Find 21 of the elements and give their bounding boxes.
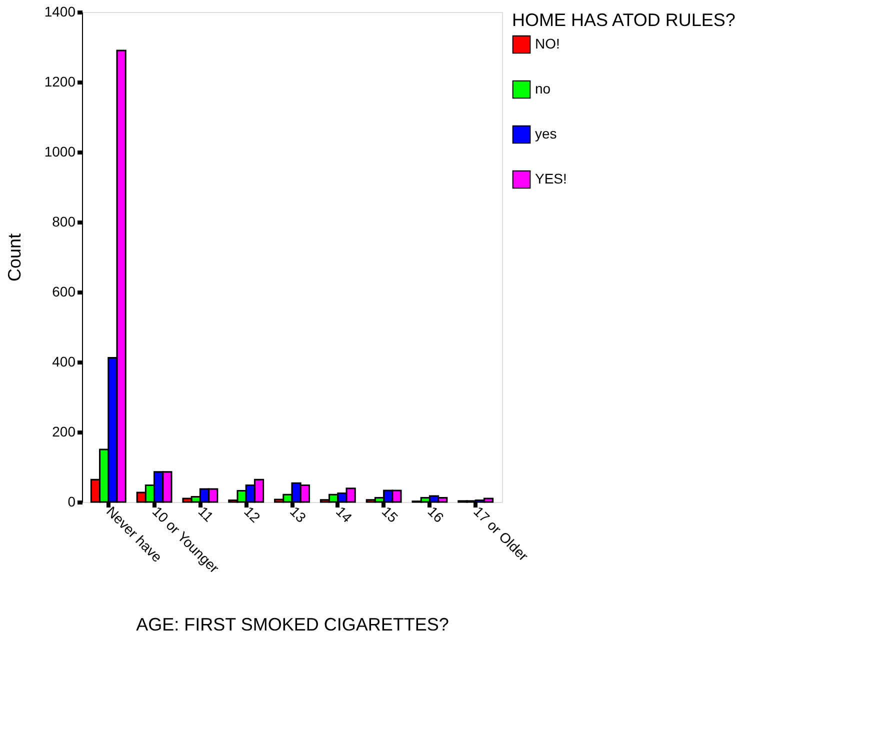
y-tick-label: 1400: [44, 4, 76, 20]
legend-label: YES!: [535, 170, 567, 186]
x-axis-title: AGE: FIRST SMOKED CIGARETTES?: [136, 614, 449, 634]
y-tick-label: 1200: [44, 74, 76, 90]
x-tick-label: 13: [287, 503, 310, 526]
legend-label: yes: [535, 126, 557, 142]
x-tick-label: 16: [424, 503, 448, 526]
y-tick-label: 800: [52, 214, 76, 230]
y-tick-label: 0: [68, 494, 76, 510]
x-tick-label: 11: [195, 503, 217, 525]
x-tick-label: 12: [241, 503, 264, 526]
y-axis-title: Count: [4, 233, 24, 282]
y-tick-label: 600: [52, 284, 76, 300]
x-tick-label: 14: [332, 503, 356, 526]
y-tick-label: 200: [52, 424, 76, 440]
x-tick-label: 15: [378, 503, 402, 526]
legend-title: HOME HAS ATOD RULES?: [512, 10, 736, 30]
legend-label: no: [535, 80, 551, 96]
legend-label: NO!: [535, 36, 560, 52]
y-tick-label: 1000: [44, 144, 76, 160]
y-tick-label: 400: [52, 354, 76, 370]
